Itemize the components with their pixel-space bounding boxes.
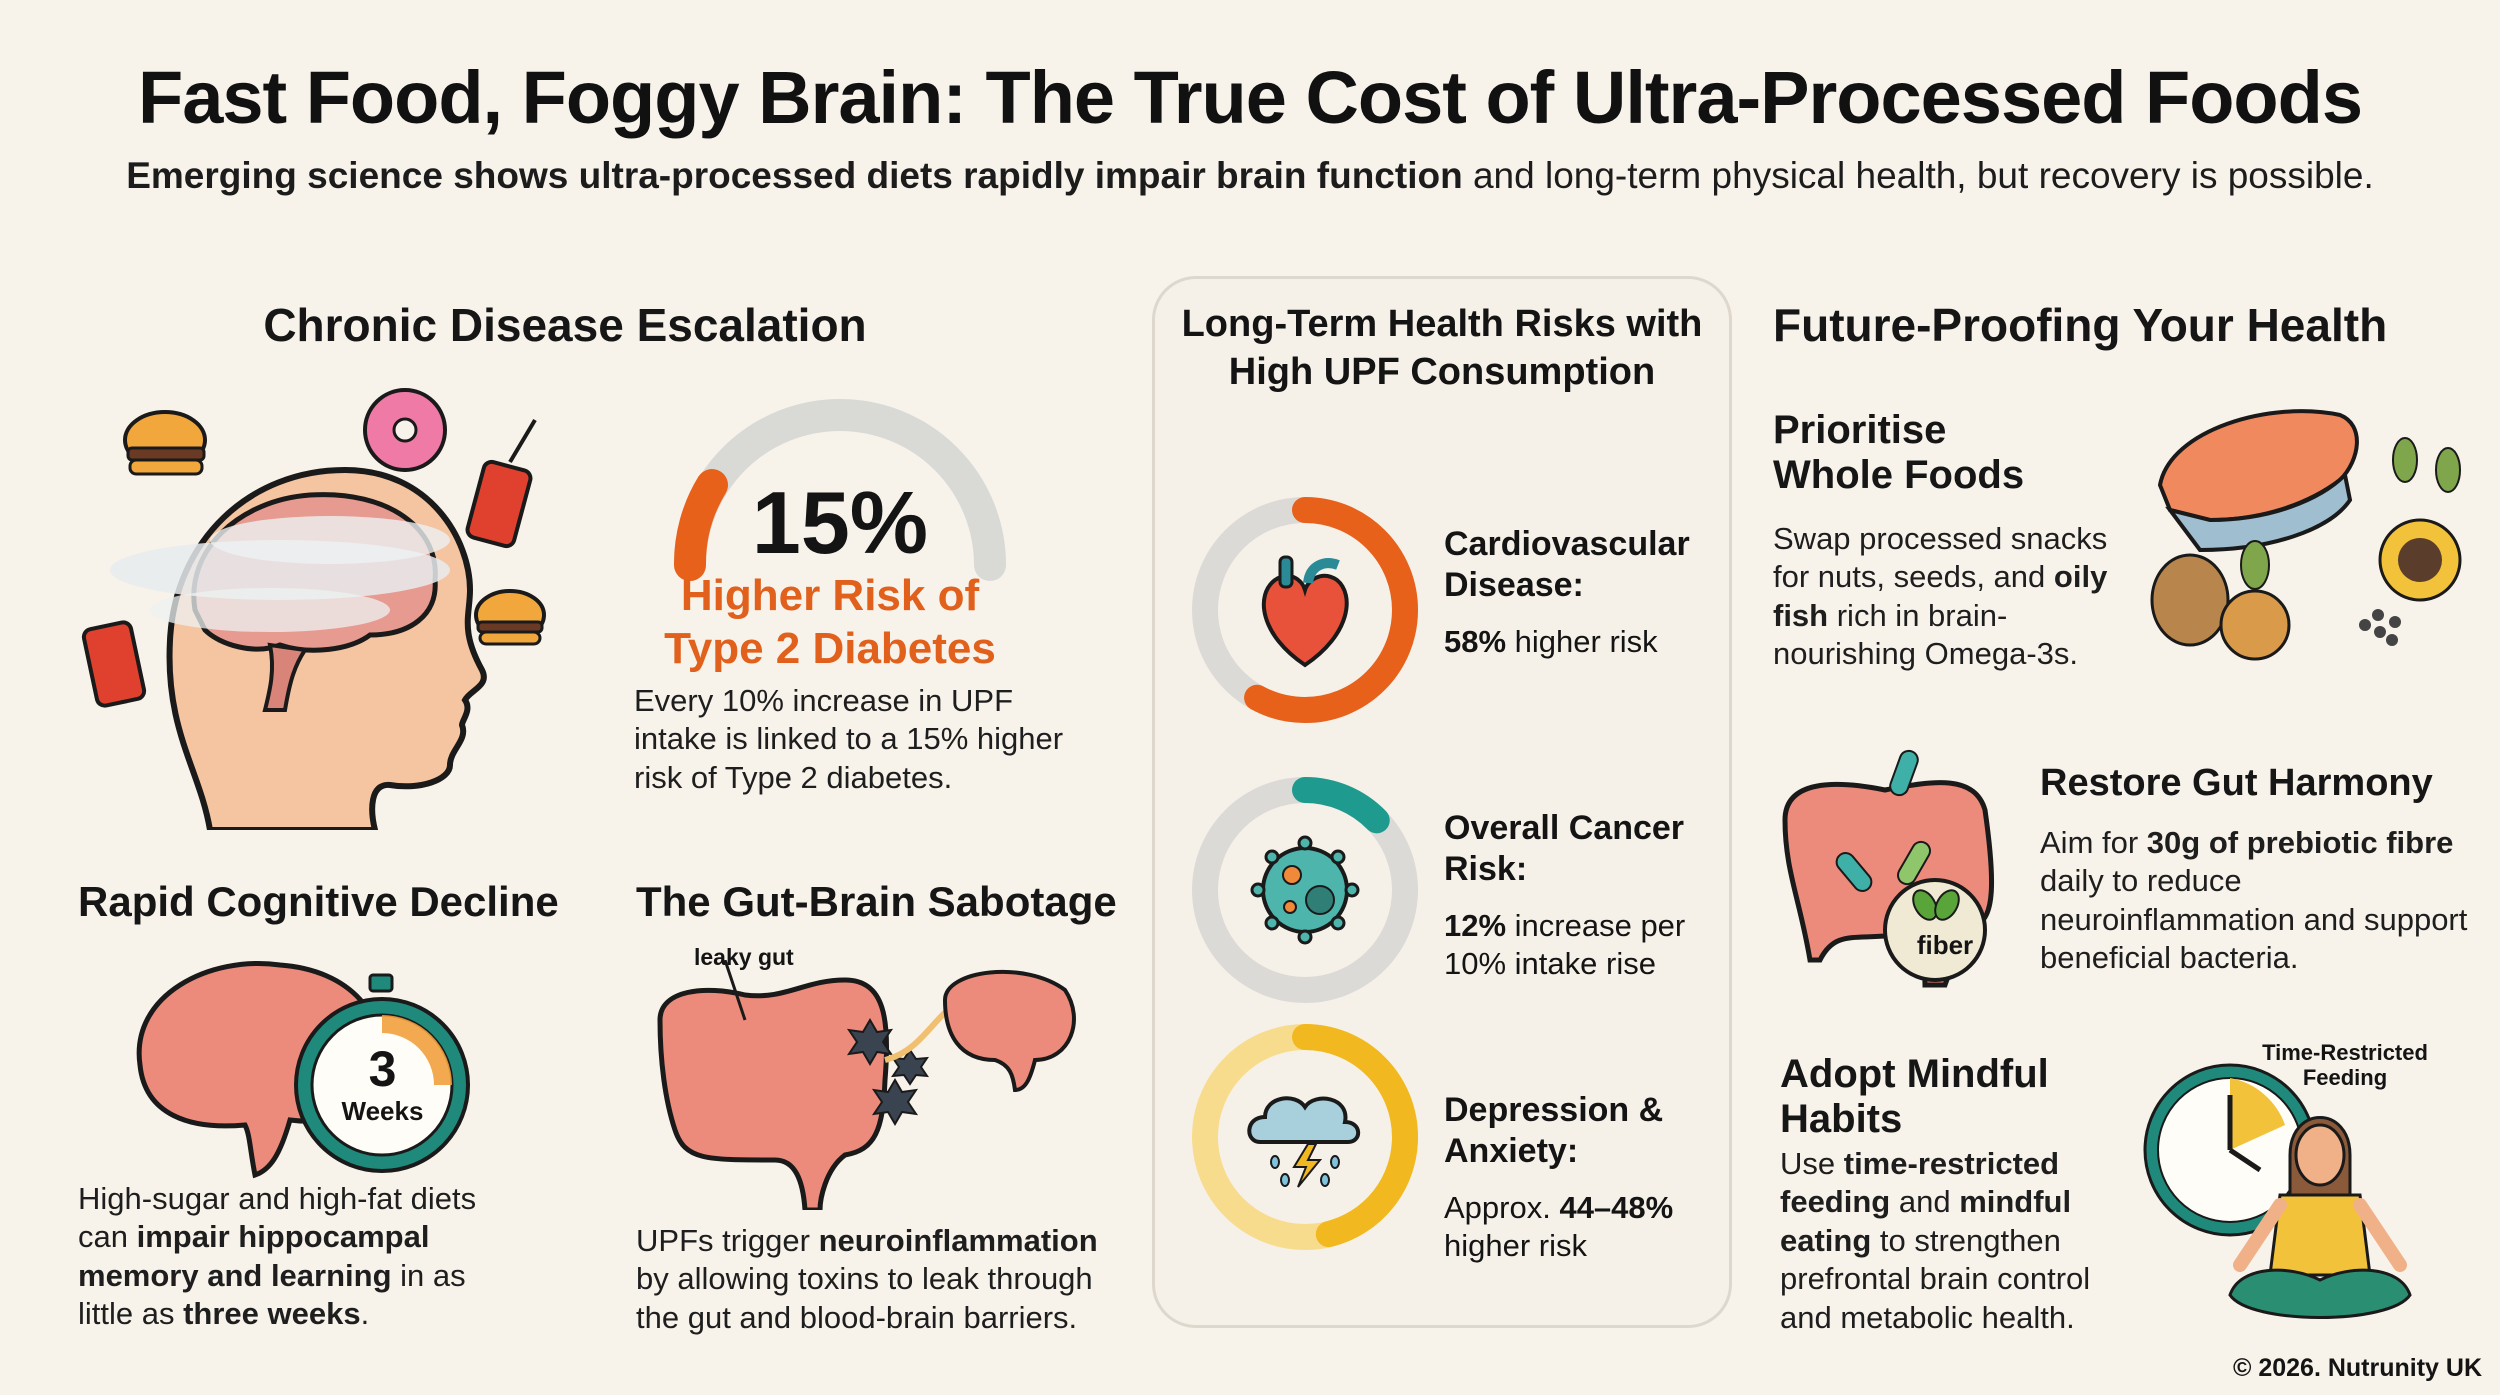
soda-can-icon	[465, 418, 537, 549]
mindful-description: Use time-restricted feeding and mindful …	[1780, 1146, 2091, 1335]
risk-item-cardio: Cardiovascular Disease: 58% higher risk	[1444, 525, 1690, 659]
whole-foods-illustration	[2150, 409, 2462, 661]
soda-can-icon	[81, 620, 147, 708]
meditating-person-icon	[2228, 1116, 2412, 1319]
storm-cloud-icon	[1247, 1096, 1361, 1188]
timer-number: 3	[368, 1041, 397, 1097]
mindful-eating-illustration	[2143, 1063, 2412, 1319]
gut-brain-description: UPFs trigger neuroinflammation by allowi…	[636, 1223, 1098, 1335]
leaky-gut-illustration	[657, 960, 1076, 1210]
diabetes-stat-label: Higher Risk of Type 2 Diabetes	[664, 571, 996, 673]
gut-health-illustration	[1782, 749, 1995, 988]
brain-icon	[942, 969, 1076, 1093]
cardio-ring-chart	[1192, 497, 1418, 723]
mindful-heading: Adopt Mindful Habits	[1780, 1052, 2049, 1141]
cancer-ring-chart	[1192, 777, 1418, 1003]
cognitive-description: High-sugar and high-fat diets can impair…	[78, 1181, 477, 1332]
sunflower-icon	[2378, 518, 2462, 602]
pumpkin-seed-icon	[2240, 437, 2461, 590]
diabetes-description: Every 10% increase in UPF intake is link…	[634, 683, 1064, 795]
time-restricted-label: Time-Restricted Feeding	[2262, 1040, 2428, 1091]
page-subtitle: Emerging science shows ultra-processed d…	[126, 155, 2374, 196]
fiber-badge-label: fiber	[1916, 930, 1974, 960]
walnut-icon	[2150, 553, 2291, 661]
foggy-brain-head-illustration	[81, 388, 546, 830]
copyright: © 2026. Nutrunity UK	[2232, 1354, 2482, 1382]
burger-icon	[123, 410, 207, 476]
page-title: Fast Food, Foggy Brain: The True Cost of…	[138, 56, 2363, 139]
cognitive-heading: Rapid Cognitive Decline	[78, 878, 559, 925]
leaf-icon	[1912, 889, 1960, 921]
future-heading: Future-Proofing Your Health	[1773, 299, 2388, 351]
gut-description: Aim for 30g of prebiotic fibre daily to …	[2040, 825, 2468, 976]
stopwatch-icon	[294, 973, 470, 1173]
cancer-cell-icon	[1250, 835, 1360, 945]
risks-panel-heading: Long-Term Health Risks with High UPF Con…	[1181, 303, 1703, 394]
diabetes-stat-value: 15%	[751, 473, 929, 572]
burger-icon	[474, 589, 546, 646]
diabetes-risk-gauge	[674, 399, 1006, 581]
depression-ring-chart	[1192, 1024, 1418, 1250]
intestine-icon	[657, 977, 890, 1210]
heart-icon	[1261, 555, 1349, 668]
brain-stopwatch-illustration	[136, 961, 470, 1179]
risk-item-cancer: Overall Cancer Risk: 12% increase per 10…	[1444, 809, 1686, 981]
whole-foods-heading: Prioritise Whole Foods	[1773, 408, 2025, 497]
risk-item-depression: Depression & Anxiety: Approx. 44–48% hig…	[1444, 1091, 1674, 1263]
leaky-gut-label: leaky gut	[694, 944, 794, 970]
clock-icon	[2143, 1063, 2317, 1237]
gut-heading: Restore Gut Harmony	[2040, 762, 2433, 804]
donut-icon	[363, 388, 447, 472]
timer-unit: Weeks	[341, 1096, 424, 1126]
chia-seed-icon	[2359, 609, 2401, 646]
chronic-heading: Chronic Disease Escalation	[263, 299, 867, 351]
bacteria-icon	[1835, 749, 1919, 892]
whole-foods-description: Swap processed snacks for nuts, seeds, a…	[1773, 521, 2108, 672]
gut-brain-heading: The Gut-Brain Sabotage	[636, 878, 1117, 925]
fiber-badge	[1883, 878, 1987, 982]
